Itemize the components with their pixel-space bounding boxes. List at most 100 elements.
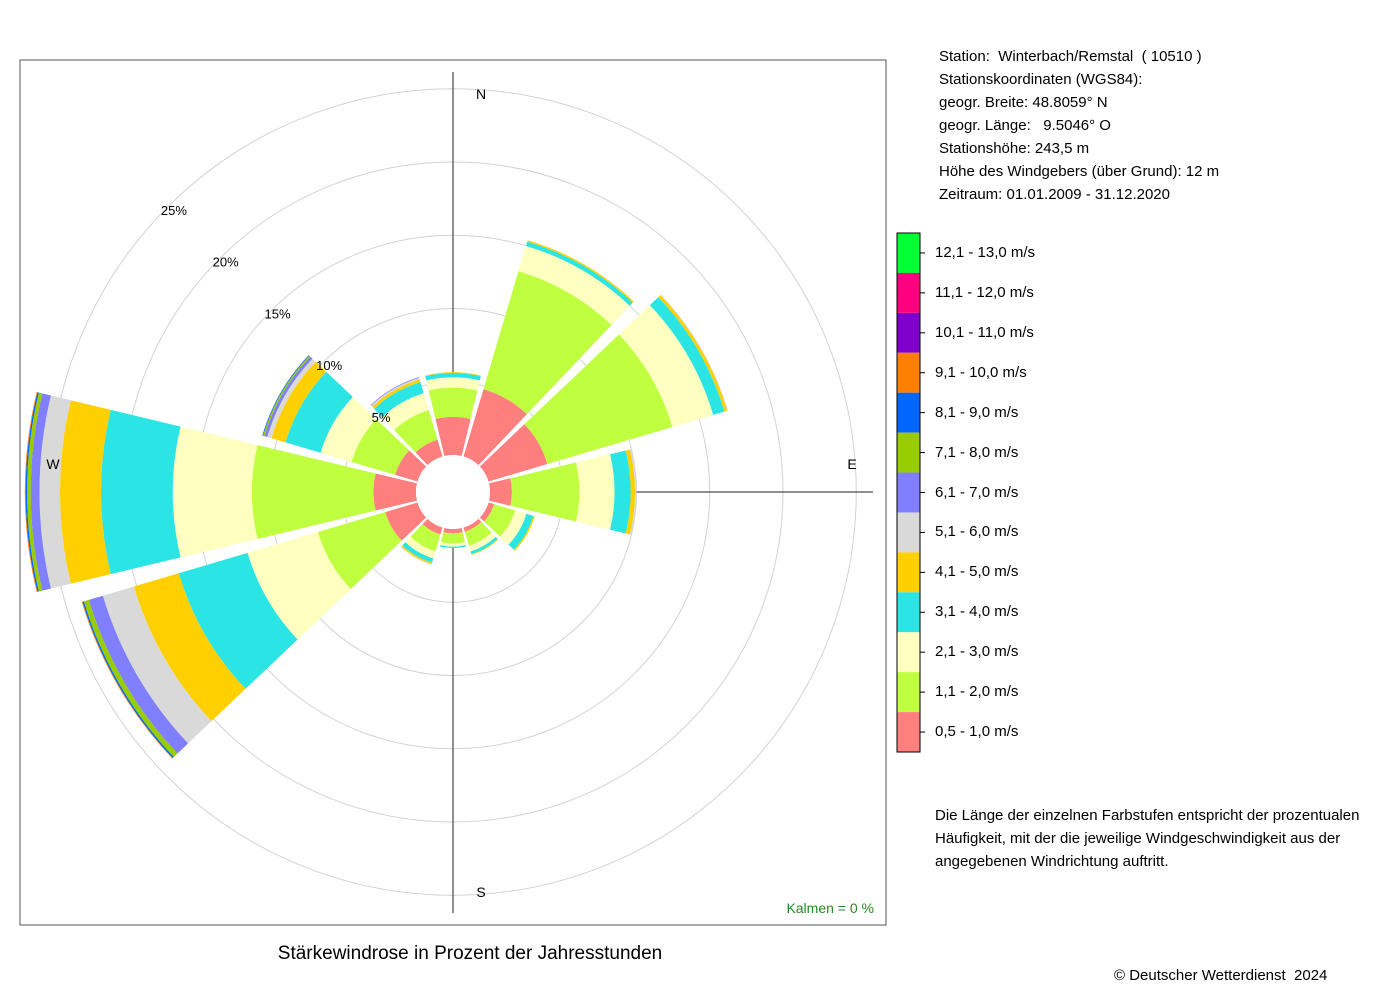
legend-swatch-11: [897, 272, 920, 313]
sector-270-class-5: [39, 395, 71, 589]
longitude: geogr. Länge: 9.5046° O: [939, 117, 1111, 134]
sector-0-class-2: [426, 377, 480, 391]
sector-330-class-4: [372, 379, 421, 409]
legend-swatch-0: [897, 712, 920, 752]
wind-sectors: [24, 240, 728, 759]
sector-90-class-4: [625, 449, 636, 535]
sector-270-class-7: [27, 392, 43, 592]
sector-0-class-0: [435, 416, 471, 457]
sector-0-class-4: [425, 372, 481, 377]
sector-330-class-5: [371, 377, 420, 407]
ring-label-15: 15%: [264, 307, 290, 322]
legend-label-3: 3,1 - 4,0 m/s: [935, 603, 1019, 621]
legend-label-0: 0,5 - 1,0 m/s: [935, 723, 1019, 740]
legend-label-1: 1,1 - 2,0 m/s: [935, 683, 1019, 701]
sector-300-class-4: [271, 361, 327, 443]
sector-120-class-1: [484, 504, 516, 537]
legend-swatch-7: [897, 432, 920, 473]
direction-label-w: W: [46, 456, 60, 472]
ring-label-10: 10%: [316, 358, 342, 373]
legend-label-4: 4,1 - 5,0 m/s: [935, 563, 1019, 581]
legend-swatch-10: [897, 312, 920, 353]
ring-label-5: 5%: [372, 410, 391, 425]
sector-270-class-6: [30, 393, 51, 591]
sector-150-class-2: [468, 532, 496, 552]
sector-240-class-5: [102, 586, 212, 744]
legend-swatch-5: [897, 512, 920, 553]
sector-60-class-1: [524, 334, 673, 465]
legend-label-2: 2,1 - 3,0 m/s: [935, 643, 1019, 661]
sector-30-class-3: [525, 241, 633, 306]
station-name: Station: Winterbach/Remstal ( 10510 ): [939, 48, 1202, 65]
legend-label-6: 6,1 - 7,0 m/s: [935, 483, 1019, 501]
sector-300-class-1: [351, 419, 410, 475]
direction-label-n: N: [476, 86, 486, 102]
sector-300-class-5: [267, 358, 316, 439]
sector-300-class-0: [395, 450, 427, 482]
sector-330-class-0: [415, 439, 443, 466]
sector-210-class-0: [422, 518, 443, 535]
sector-240-class-6: [88, 595, 189, 754]
sector-90-class-0: [488, 478, 512, 506]
sector-210-class-1: [410, 524, 441, 552]
sector-0-class-3: [425, 372, 481, 381]
sector-300-class-6: [264, 356, 313, 437]
station-info: Station: Winterbach/Remstal ( 10510 ) St…: [939, 45, 1219, 206]
sector-30-class-0: [463, 389, 527, 466]
legend-label-10: 10,1 - 11,0 m/s: [935, 323, 1034, 341]
coords-title: Stationskoordinaten (WGS84):: [939, 71, 1143, 88]
legend-swatch-12: [897, 233, 920, 273]
legend-label-7: 7,1 - 8,0 m/s: [935, 443, 1019, 461]
direction-label-s: S: [476, 884, 485, 900]
legend-frame: [896, 232, 921, 753]
sector-180-class-0: [443, 527, 463, 534]
time-period: Zeitraum: 01.01.2009 - 31.12.2020: [939, 186, 1170, 203]
sector-150-class-0: [463, 518, 482, 532]
direction-label-e: E: [847, 456, 856, 472]
ring-label-25: 25%: [161, 203, 187, 218]
legend-label-8: 8,1 - 9,0 m/s: [935, 403, 1019, 421]
sector-60-class-3: [649, 297, 725, 415]
sector-270-class-8: [25, 392, 39, 592]
sector-210-class-3: [402, 542, 434, 563]
legend-label-9: 9,1 - 10,0 m/s: [935, 363, 1027, 381]
center-hole: [416, 455, 490, 529]
sector-330-class-1: [394, 410, 438, 453]
legend-label-11: 11,1 - 12,0 m/s: [935, 283, 1034, 301]
sector-240-class-7: [83, 599, 178, 757]
legend-label-12: 12,1 - 13,0 m/s: [935, 244, 1036, 261]
legend-swatch-4: [897, 552, 920, 593]
sector-330-class-2: [382, 393, 429, 431]
ring-label-20: 20%: [213, 255, 239, 270]
sector-300-class-2: [320, 396, 377, 462]
sector-210-class-2: [405, 536, 436, 559]
sector-270-class-9: [24, 392, 38, 592]
copyright: © Deutscher Wetterdienst 2024: [1114, 967, 1328, 984]
legend-label-5: 5,1 - 6,0 m/s: [935, 523, 1019, 541]
legend-swatch-2: [897, 632, 920, 673]
sector-120-class-0: [479, 502, 495, 522]
sector-0-class-1: [428, 387, 478, 419]
sector-120-class-4: [513, 515, 535, 551]
plot-frame: [19, 59, 887, 926]
legend-swatch-1: [897, 672, 920, 713]
sector-270-class-4: [60, 400, 111, 584]
legend-swatch-6: [897, 472, 920, 513]
sector-90-class-3: [610, 450, 631, 534]
sector-180-class-2: [440, 542, 466, 547]
legend-colorbar: [896, 232, 925, 753]
sector-240-class-2: [247, 532, 351, 640]
sector-270-class-0: [373, 473, 418, 511]
sector-90-class-1: [510, 462, 580, 522]
sector-120-class-2: [500, 510, 527, 545]
chart-caption: Stärkewindrose in Prozent der Jahresstun…: [277, 943, 663, 964]
sector-270-class-1: [251, 445, 376, 539]
sector-180-class-1: [440, 532, 466, 544]
sector-30-class-2: [518, 245, 630, 325]
calm-label: Kalmen = 0 %: [786, 900, 874, 916]
sector-150-class-3: [470, 536, 498, 555]
sector-330-class-3: [374, 382, 424, 418]
legend-swatch-8: [897, 392, 920, 433]
sector-240-class-0: [385, 502, 427, 541]
